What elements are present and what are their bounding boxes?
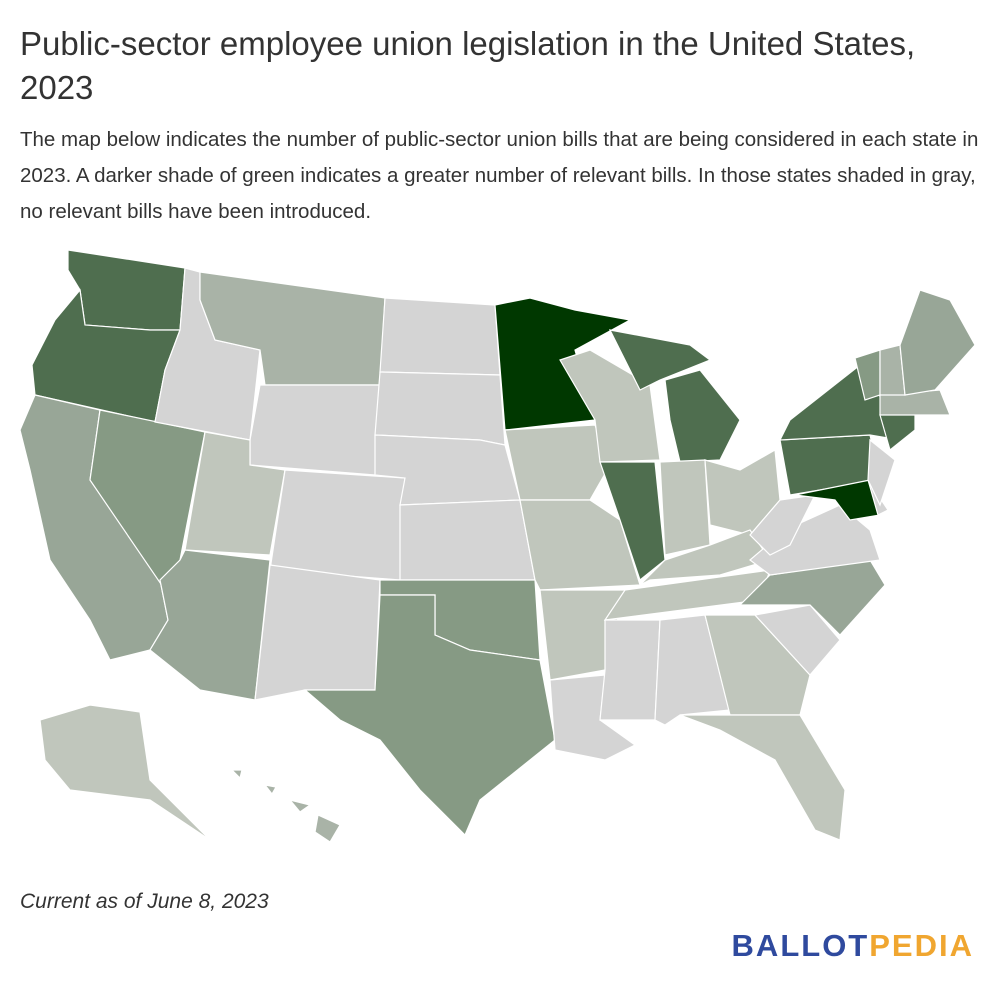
state: [899, 289, 976, 396]
state: [149, 549, 271, 701]
state: [288, 798, 312, 813]
state: [867, 438, 896, 507]
state: [67, 249, 186, 331]
title: Public-sector employee union legislation…: [20, 25, 916, 106]
state: [679, 714, 846, 841]
state: [263, 784, 277, 796]
states: [19, 249, 976, 843]
state: [399, 499, 536, 581]
state: [704, 614, 811, 716]
state: [599, 461, 666, 582]
state: [659, 459, 711, 556]
state: [749, 494, 817, 556]
state: [249, 384, 381, 476]
footnote: Current as of June 8, 2023: [20, 890, 269, 913]
state: [753, 604, 841, 676]
us-map: [19, 249, 976, 843]
logo: BALLOTPEDIA: [732, 928, 974, 964]
logo-left: BALLOT: [731, 928, 870, 963]
state: [608, 329, 712, 391]
state: [254, 564, 381, 701]
state: [230, 769, 243, 780]
state: [504, 424, 611, 501]
state: [879, 409, 916, 452]
description: The map below indicates the number of pu…: [20, 128, 979, 223]
state: [379, 297, 501, 376]
state: [599, 619, 661, 721]
state: [269, 469, 406, 581]
state: [314, 814, 341, 843]
state: [39, 704, 211, 841]
state: [374, 371, 506, 446]
state: [794, 479, 881, 521]
logo-right: PEDIA: [869, 928, 974, 963]
state: [303, 594, 556, 837]
state: [664, 369, 741, 463]
